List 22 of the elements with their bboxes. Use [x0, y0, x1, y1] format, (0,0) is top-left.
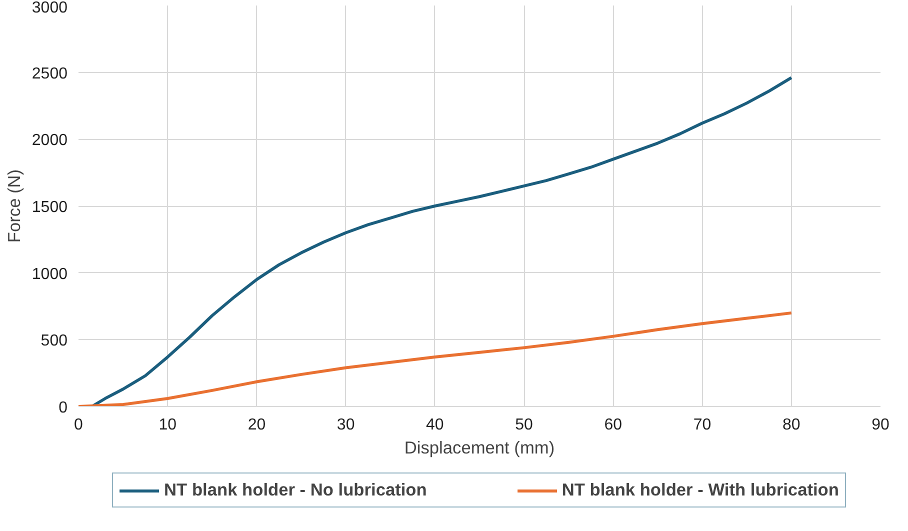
- y-tick-label: 2500: [32, 65, 68, 82]
- legend-label: NT blank holder - With lubrication: [562, 480, 839, 500]
- x-tick-label: 80: [782, 416, 800, 434]
- x-tick-label: 40: [426, 416, 444, 434]
- x-tick-label: 10: [158, 416, 177, 434]
- y-tick-label: 2000: [32, 132, 68, 150]
- y-tick-label: 1000: [32, 266, 68, 283]
- x-axis-title: Displacement (mm): [404, 438, 555, 458]
- x-tick-label: 0: [74, 416, 84, 434]
- x-tick-label: 30: [336, 416, 355, 434]
- y-tick-label: 500: [40, 332, 68, 350]
- legend-label: NT blank holder - No lubrication: [164, 480, 427, 500]
- y-tick-label: 0: [58, 400, 68, 416]
- line-series: [78, 311, 793, 406]
- x-tick-label: 60: [604, 416, 622, 434]
- x-tick-label: 20: [248, 416, 266, 434]
- y-tick-label: 3000: [32, 0, 68, 16]
- y-axis-title: Force (N): [4, 169, 24, 243]
- x-tick-label: 50: [515, 416, 534, 434]
- y-tick-label: 1500: [32, 199, 68, 216]
- x-tick-label: 90: [872, 416, 890, 434]
- x-tick-label: 70: [693, 416, 712, 434]
